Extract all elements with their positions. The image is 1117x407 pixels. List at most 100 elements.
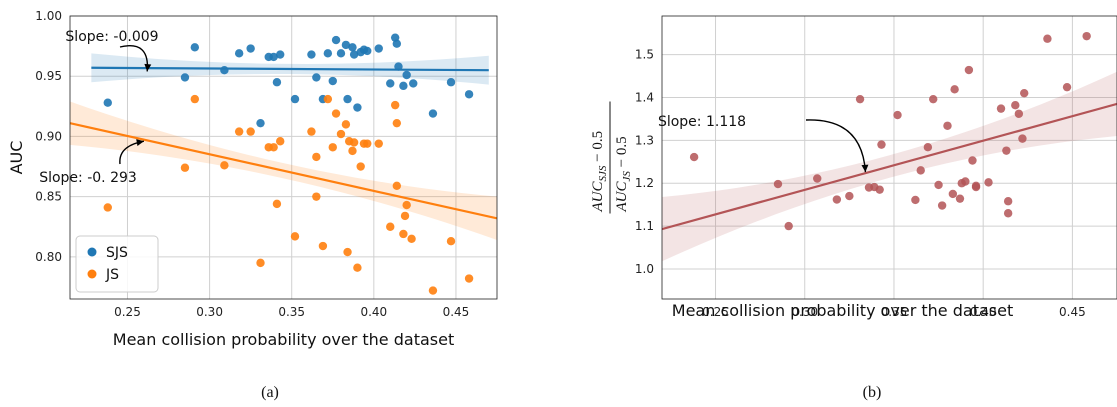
data-point xyxy=(353,103,362,112)
y-tick-label: 0.90 xyxy=(35,129,62,143)
annotation-arrowhead xyxy=(861,164,869,173)
y-tick-label: 0.95 xyxy=(35,69,62,83)
data-point xyxy=(336,49,346,58)
data-point xyxy=(784,221,793,231)
data-point xyxy=(390,100,400,110)
data-point xyxy=(343,94,352,104)
data-point xyxy=(832,195,842,204)
data-point xyxy=(349,138,359,147)
data-point xyxy=(948,189,958,199)
data-point xyxy=(1011,100,1020,110)
legend: SJS JS xyxy=(75,235,159,293)
slope-annotation: Slope: 1.118 xyxy=(658,114,746,130)
data-point xyxy=(180,163,190,172)
data-point xyxy=(349,50,359,59)
regression-line xyxy=(70,122,497,220)
data-point xyxy=(971,181,981,190)
plot-frame xyxy=(661,15,1117,300)
regression-line xyxy=(662,102,1117,231)
plot-frame xyxy=(69,15,498,300)
data-point xyxy=(964,65,974,75)
data-point xyxy=(246,127,255,136)
data-point xyxy=(845,191,854,201)
data-point xyxy=(950,85,959,94)
y-tick-label: 1.1 xyxy=(635,219,654,233)
x-tick-label: 0.35 xyxy=(881,305,908,319)
regression-line xyxy=(91,66,489,72)
data-point xyxy=(1020,88,1029,98)
y-tick-label: 1.4 xyxy=(635,90,654,104)
data-point xyxy=(374,139,383,148)
x-tick-label: 0.40 xyxy=(970,305,997,319)
x-tick-label: 0.45 xyxy=(1059,305,1086,319)
data-point xyxy=(875,185,884,194)
y-tick-label: 1.00 xyxy=(35,9,62,23)
x-tick-label: 0.40 xyxy=(360,305,387,319)
data-point xyxy=(1043,34,1052,43)
data-point xyxy=(269,143,278,152)
data-point xyxy=(190,43,200,52)
data-point xyxy=(1062,82,1072,92)
data-point xyxy=(180,73,190,82)
plot-area xyxy=(662,16,1117,299)
data-point xyxy=(934,180,943,190)
data-point xyxy=(272,199,282,209)
legend-marker xyxy=(87,269,97,279)
data-point xyxy=(269,52,278,62)
data-point xyxy=(996,104,1006,113)
data-point xyxy=(328,143,337,152)
data-point xyxy=(923,143,933,152)
data-point xyxy=(968,156,977,165)
data-point xyxy=(363,46,372,56)
data-point xyxy=(464,274,474,283)
slope-annotation: Slope: -0. 293 xyxy=(39,170,137,186)
data-point xyxy=(190,94,200,104)
data-point xyxy=(341,120,351,129)
data-point xyxy=(386,79,395,88)
data-point xyxy=(984,178,993,187)
plot-contents xyxy=(70,33,497,295)
data-point xyxy=(911,195,920,205)
data-point xyxy=(409,79,418,88)
data-point xyxy=(341,40,351,50)
data-point xyxy=(312,73,321,82)
data-point xyxy=(929,94,938,104)
data-point xyxy=(307,127,316,136)
y-axis-label: AUCSJS − 0.5 AUCJS − 0.5 xyxy=(590,101,633,214)
data-point xyxy=(1003,209,1013,218)
data-point xyxy=(855,94,865,104)
data-point xyxy=(323,49,333,58)
data-point xyxy=(399,81,408,91)
data-point xyxy=(1018,134,1027,143)
annotation-arrowhead xyxy=(144,63,152,72)
figure-caption: (a) xyxy=(261,384,279,401)
annotation-arrowhead xyxy=(136,139,144,146)
data-point xyxy=(392,181,402,190)
data-point xyxy=(392,118,402,128)
data-point xyxy=(246,44,255,53)
y-tick-label: 1.5 xyxy=(635,48,654,62)
data-point xyxy=(446,78,456,87)
data-point xyxy=(877,140,886,149)
x-tick-label: 0.35 xyxy=(278,305,305,319)
data-point xyxy=(937,201,947,210)
x-tick-label: 0.30 xyxy=(196,305,223,319)
y-label-denominator: AUCJS − 0.5 xyxy=(614,136,633,212)
x-axis-label: Mean collision probability over the data… xyxy=(113,330,454,349)
y-tick-label: 0.80 xyxy=(35,250,62,264)
data-point xyxy=(256,258,265,268)
data-point xyxy=(1003,197,1013,206)
data-point xyxy=(773,179,783,189)
y-tick-label: 1.0 xyxy=(635,262,654,276)
data-point xyxy=(446,236,456,246)
data-point xyxy=(955,194,965,203)
data-point xyxy=(1002,146,1011,155)
y-axis-label: AUC xyxy=(7,141,26,175)
y-label-numerator: AUCSJS − 0.5 xyxy=(590,131,609,213)
data-point xyxy=(374,44,383,53)
legend-label: SJS xyxy=(106,245,128,261)
data-point xyxy=(276,50,285,59)
data-point xyxy=(943,121,952,130)
data-point xyxy=(400,211,410,221)
